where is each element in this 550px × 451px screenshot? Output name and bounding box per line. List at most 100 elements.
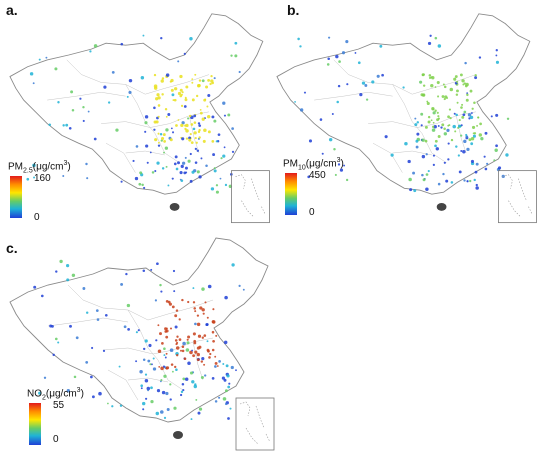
station-dot [424, 125, 428, 129]
station-dot [179, 94, 183, 98]
station-dot [165, 391, 169, 396]
station-dot [333, 148, 336, 151]
station-dot [420, 112, 424, 116]
station-dot [93, 44, 98, 48]
station-dot [476, 124, 478, 127]
station-dot [495, 49, 498, 52]
station-dot [230, 365, 234, 370]
station-dot [234, 41, 238, 45]
station-dot [471, 125, 476, 129]
station-dot [160, 410, 164, 414]
province-border [107, 369, 139, 401]
station-dot [187, 159, 191, 163]
station-dot [442, 172, 445, 176]
station-dot [171, 305, 175, 309]
station-dot [443, 161, 446, 164]
station-dot [454, 130, 457, 133]
station-dot [230, 54, 233, 57]
station-dot [163, 140, 166, 143]
station-dot [495, 144, 498, 148]
station-dot [419, 80, 423, 84]
station-dot [443, 127, 446, 131]
station-dot [85, 361, 89, 364]
station-dot [453, 112, 456, 115]
station-dot [62, 175, 65, 178]
station-dot [460, 106, 463, 109]
station-dot [156, 389, 161, 393]
station-dot [437, 95, 440, 98]
station-dot [208, 356, 211, 359]
station-dot [227, 417, 230, 420]
station-dot [89, 50, 92, 53]
station-dot [466, 93, 469, 97]
station-dot [144, 121, 148, 125]
station-dot [212, 339, 215, 343]
station-dot [479, 122, 482, 126]
station-dot [188, 138, 192, 142]
station-dot [153, 84, 158, 88]
station-dot [198, 175, 202, 179]
station-dot [205, 164, 208, 168]
station-dot [104, 313, 108, 317]
station-dot [224, 183, 228, 187]
station-dot [95, 309, 99, 312]
province-border [47, 91, 126, 101]
china-map [9, 13, 270, 224]
inset-box [498, 170, 537, 224]
station-dot [229, 407, 232, 410]
station-dot [429, 34, 432, 37]
station-dot [195, 141, 198, 144]
station-dot [450, 138, 454, 142]
station-dot [57, 341, 60, 344]
station-dot [207, 78, 211, 82]
station-dot [175, 343, 178, 346]
station-dot [102, 349, 106, 352]
province-border [125, 150, 165, 156]
station-dot [440, 126, 443, 129]
station-dot [303, 91, 306, 94]
station-dot [211, 139, 215, 143]
station-dot [462, 150, 466, 154]
station-dot [75, 336, 79, 340]
country-outline [9, 237, 269, 423]
station-dot [447, 115, 450, 119]
station-dot [335, 54, 339, 59]
station-dot [33, 176, 36, 179]
station-dot [432, 154, 436, 157]
station-dot [343, 164, 346, 167]
station-dot [66, 389, 70, 393]
station-dot [421, 154, 426, 159]
station-dot [428, 76, 432, 80]
panel-label: c. [6, 240, 18, 256]
station-dot [183, 357, 187, 360]
station-dot [91, 346, 94, 350]
province-border [101, 121, 170, 128]
station-dot [142, 269, 146, 272]
station-dot [181, 161, 186, 165]
station-dot [328, 36, 331, 39]
station-dot [171, 177, 174, 180]
station-dot [473, 178, 476, 182]
station-dot [454, 75, 458, 78]
station-dot [146, 161, 149, 164]
station-dot [461, 79, 465, 83]
station-dot [181, 345, 185, 348]
station-dot [307, 175, 311, 179]
station-dot [172, 131, 175, 134]
station-dot [470, 112, 473, 114]
station-dot [468, 138, 472, 142]
station-dot [197, 83, 201, 87]
station-dot [475, 186, 479, 190]
inset-map [502, 174, 533, 217]
station-dot [179, 178, 182, 181]
station-dot [412, 171, 416, 175]
province-border [314, 91, 393, 101]
station-dot [194, 161, 198, 164]
station-dot [215, 184, 219, 187]
station-dot [205, 85, 209, 89]
station-dot [427, 115, 431, 119]
station-dot [202, 312, 205, 315]
station-dot [159, 133, 163, 136]
station-dot [193, 114, 197, 118]
station-dot [191, 78, 194, 81]
